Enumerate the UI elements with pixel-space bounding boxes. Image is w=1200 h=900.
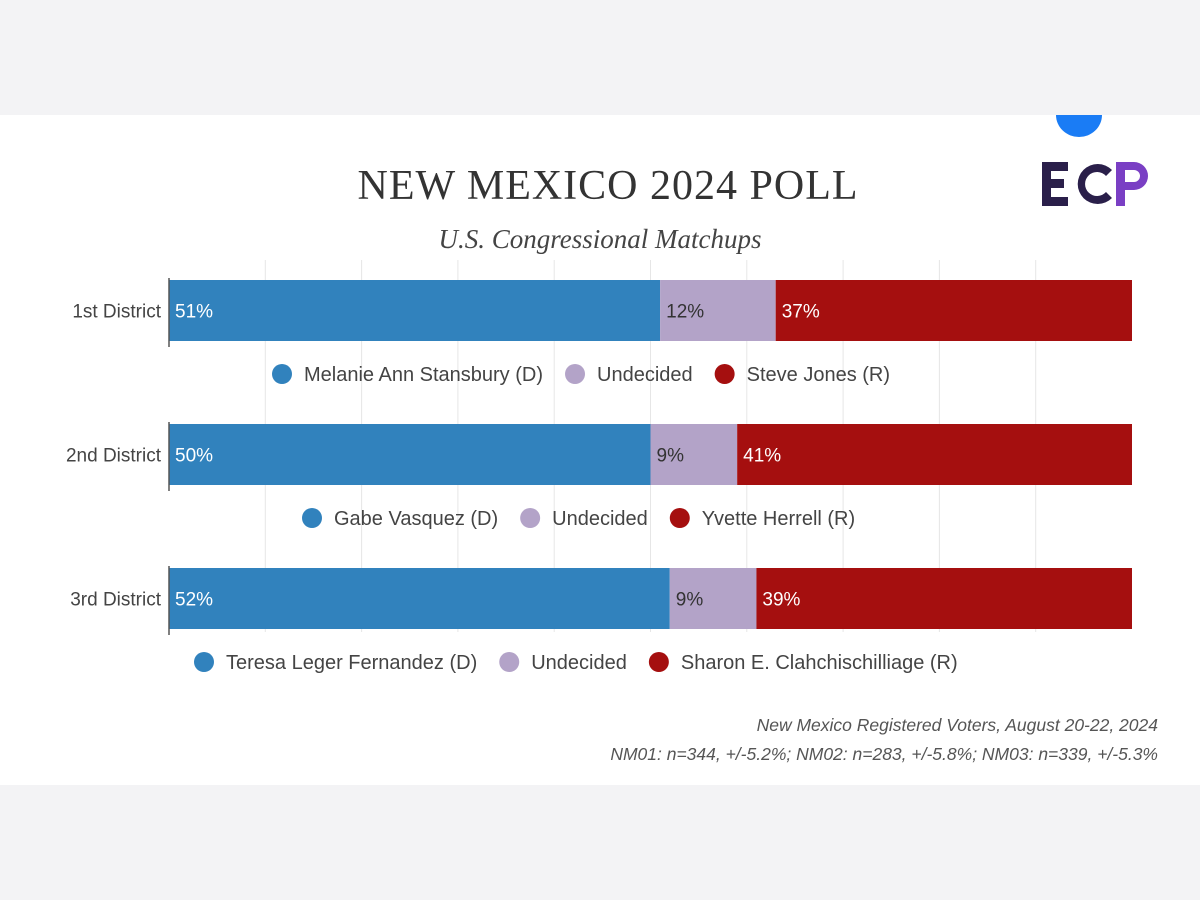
bar-segment: [169, 568, 670, 629]
category-label: 1st District: [72, 302, 161, 323]
legend-entry: Yvette Herrell (R): [702, 508, 855, 530]
bar-segment: [775, 280, 1132, 341]
bar-segment: [660, 280, 776, 341]
data-label: 9%: [657, 446, 685, 467]
legend-marker: [714, 364, 735, 384]
legend-marker: [520, 508, 541, 528]
data-label: 9%: [676, 590, 704, 611]
data-label: 37%: [782, 302, 820, 323]
data-label: 52%: [175, 590, 213, 611]
bar-segment: [669, 568, 757, 629]
legend-entry: Undecided: [552, 508, 648, 530]
bar-segment: [169, 424, 651, 485]
legend-entry: Steve Jones (R): [747, 364, 890, 386]
chart-title: NEW MEXICO 2024 POLL: [357, 163, 859, 209]
data-label: 12%: [666, 302, 704, 323]
legend-marker: [302, 508, 322, 528]
legend-marker: [194, 652, 214, 672]
legend-entry: Undecided: [597, 364, 693, 386]
footnote-samples: NM01: n=344, +/-5.2%; NM02: n=283, +/-5.…: [610, 744, 1158, 764]
category-label: 3rd District: [70, 590, 162, 611]
data-label: 51%: [175, 302, 213, 323]
bar-segment: [756, 568, 1132, 629]
legend-entry: Gabe Vasquez (D): [334, 508, 498, 530]
legend-marker: [648, 652, 669, 672]
bar-segment: [650, 424, 738, 485]
legend-marker: [565, 364, 586, 384]
legend-marker: [272, 364, 292, 384]
legend-marker: [499, 652, 520, 672]
data-label: 41%: [743, 446, 781, 467]
legend-marker: [669, 508, 690, 528]
ecp-logo: [1042, 162, 1148, 206]
legend-entry: Teresa Leger Fernandez (D): [226, 652, 477, 674]
bar-segment: [169, 280, 661, 341]
stacked-bar-chart: 1st District 51% 12% 37% Melanie Ann Stansbu…: [66, 260, 1132, 674]
bar-segment: [737, 424, 1132, 485]
footnote-source: New Mexico Registered Voters, August 20-…: [756, 715, 1158, 735]
data-label: 50%: [175, 446, 213, 467]
category-label: 2nd District: [66, 446, 162, 467]
legend-entry: Undecided: [531, 652, 627, 674]
blue-circle-icon[interactable]: [1056, 115, 1102, 137]
data-label: 39%: [762, 590, 800, 611]
legend-entry: Sharon E. Clahchischilliage (R): [681, 652, 958, 674]
legend-entry: Melanie Ann Stansbury (D): [304, 364, 543, 386]
chart-subtitle: U.S. Congressional Matchups: [438, 224, 762, 254]
